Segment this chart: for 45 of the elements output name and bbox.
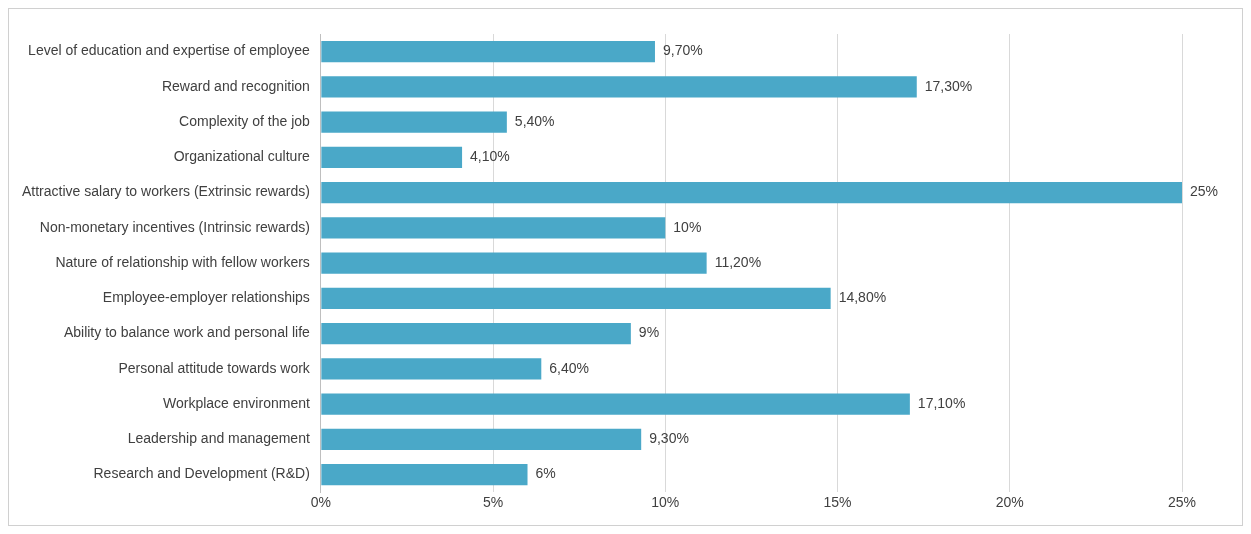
x-tick-label: 20% [995, 494, 1024, 511]
y-tick-label: Employee-employer relationships [102, 289, 310, 306]
bar [321, 217, 666, 239]
data-label: 9,70% [662, 42, 703, 59]
data-label: 10% [673, 218, 702, 235]
data-label: 17,30% [924, 77, 973, 94]
data-label: 6% [535, 465, 556, 482]
y-tick-label: Reward and recognition [161, 77, 310, 94]
y-tick-label: Workplace environment [163, 394, 310, 411]
data-label: 25% [1190, 183, 1219, 200]
bar [321, 111, 507, 133]
y-tick-label: Research and Development (R&D) [93, 465, 310, 482]
bar [321, 464, 528, 486]
y-tick-label: Leadership and management [127, 430, 310, 447]
bar [321, 41, 655, 63]
bar [321, 358, 542, 380]
x-tick-label: 15% [823, 494, 852, 511]
bar [321, 393, 910, 415]
bar [321, 252, 707, 274]
y-tick-label: Personal attitude towards work [118, 359, 311, 376]
data-label: 9% [638, 324, 660, 341]
x-tick-label: 25% [1167, 494, 1197, 511]
data-label: 6,40% [549, 359, 589, 376]
y-tick-label: Attractive salary to workers (Extrinsic rewards) [22, 183, 310, 200]
bar [321, 182, 1182, 204]
bar [321, 323, 631, 345]
y-tick-label: Organizational culture [173, 148, 311, 165]
data-label: 4,10% [470, 148, 510, 165]
data-label: 11,20% [714, 253, 762, 270]
bar [321, 287, 831, 309]
y-tick-label: Non-monetary incentives (Intrinsic rewards) [39, 218, 310, 235]
y-tick-label: Complexity of the job [179, 112, 311, 129]
data-label: 17,10% [917, 394, 966, 411]
bar [321, 428, 642, 450]
y-tick-label: Nature of relationship with fellow workers [55, 253, 310, 270]
x-tick-label: 5% [482, 494, 504, 511]
data-label: 14,80% [838, 289, 887, 306]
y-tick-label: Ability to balance work and personal life [63, 324, 311, 341]
bar [321, 76, 917, 98]
data-label: 5,40% [514, 112, 555, 129]
x-tick-label: 10% [651, 494, 680, 511]
y-tick-label: Level of education and expertise of employee [28, 42, 311, 59]
bar [321, 146, 463, 168]
x-tick-label: 0% [310, 494, 331, 511]
data-label: 9,30% [649, 430, 689, 447]
